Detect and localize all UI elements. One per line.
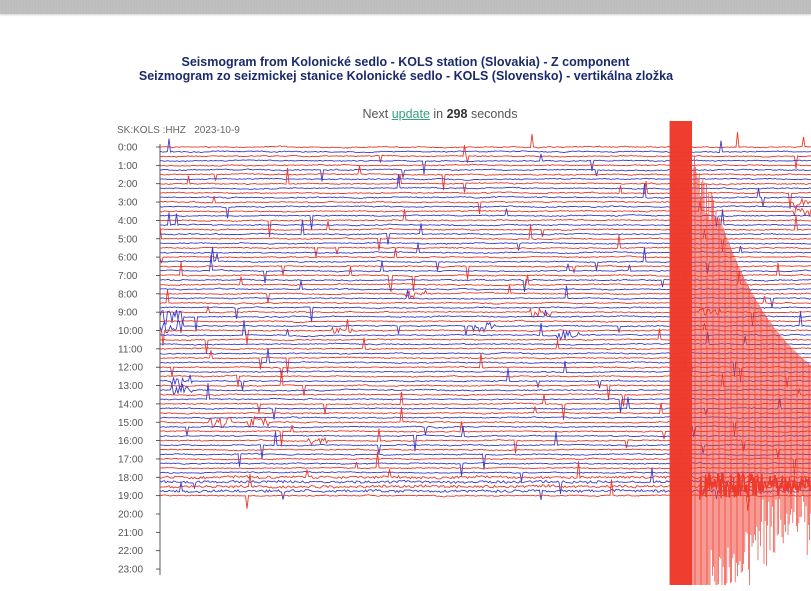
trace-line — [159, 168, 811, 182]
title-slovak: Seizmogram zo seizmickej stanice Kolonic… — [138, 69, 674, 83]
browser-top-bar — [0, 0, 811, 14]
trace-line — [159, 153, 811, 175]
trace-line — [159, 165, 811, 190]
hour-label: 9:00 — [118, 308, 138, 319]
update-middle: in — [429, 107, 447, 121]
hour-label: 0:00 — [118, 143, 138, 154]
station-header: SK:KOLS :HHZ 2023-10-9 — [117, 125, 240, 136]
hour-label: 1:00 — [118, 161, 138, 172]
hour-label: 6:00 — [118, 253, 138, 264]
earthquake-event-fill — [670, 121, 692, 585]
trace-line — [159, 132, 811, 149]
hour-label: 23:00 — [118, 565, 143, 576]
hour-label: 11:00 — [118, 344, 143, 355]
title-english: Seismogram from Kolonické sedlo - KOLS s… — [181, 55, 630, 69]
hour-label: 10:00 — [118, 326, 143, 337]
station-code: SK:KOLS :HHZ — [117, 125, 186, 136]
hour-label: 15:00 — [118, 418, 143, 429]
earthquake-coda — [691, 155, 811, 585]
hour-label: 13:00 — [118, 381, 143, 392]
update-link[interactable]: update — [391, 107, 430, 121]
hour-label: 5:00 — [118, 234, 138, 245]
hour-label: 20:00 — [118, 510, 143, 521]
hour-label: 12:00 — [118, 363, 143, 374]
hour-label: 21:00 — [118, 528, 143, 539]
hour-label: 18:00 — [118, 473, 143, 484]
station-date: 2023-10-9 — [194, 125, 240, 136]
hour-label: 19:00 — [118, 491, 143, 502]
trace-line — [159, 138, 811, 154]
hour-label: 16:00 — [118, 436, 143, 447]
hour-label: 8:00 — [118, 289, 138, 300]
update-countdown: Next update in 298 seconds — [0, 107, 811, 121]
trace-line — [159, 174, 811, 190]
update-suffix: seconds — [467, 107, 518, 121]
earthquake-coda-trace — [699, 471, 811, 500]
update-prefix: Next — [362, 107, 392, 121]
hour-label: 17:00 — [118, 454, 143, 465]
page-title: Seismogram from Kolonické sedlo - KOLS s… — [0, 55, 811, 83]
trace-line — [159, 163, 811, 167]
hour-label: 14:00 — [118, 399, 143, 410]
hour-label: 2:00 — [118, 179, 138, 190]
hour-label: 7:00 — [118, 271, 138, 282]
hour-label: 3:00 — [118, 198, 138, 209]
update-seconds: 298 — [446, 107, 468, 121]
trace-line — [159, 145, 811, 169]
hour-label: 22:00 — [118, 546, 143, 557]
hour-label: 4:00 — [118, 216, 138, 227]
trace-line — [159, 177, 811, 181]
